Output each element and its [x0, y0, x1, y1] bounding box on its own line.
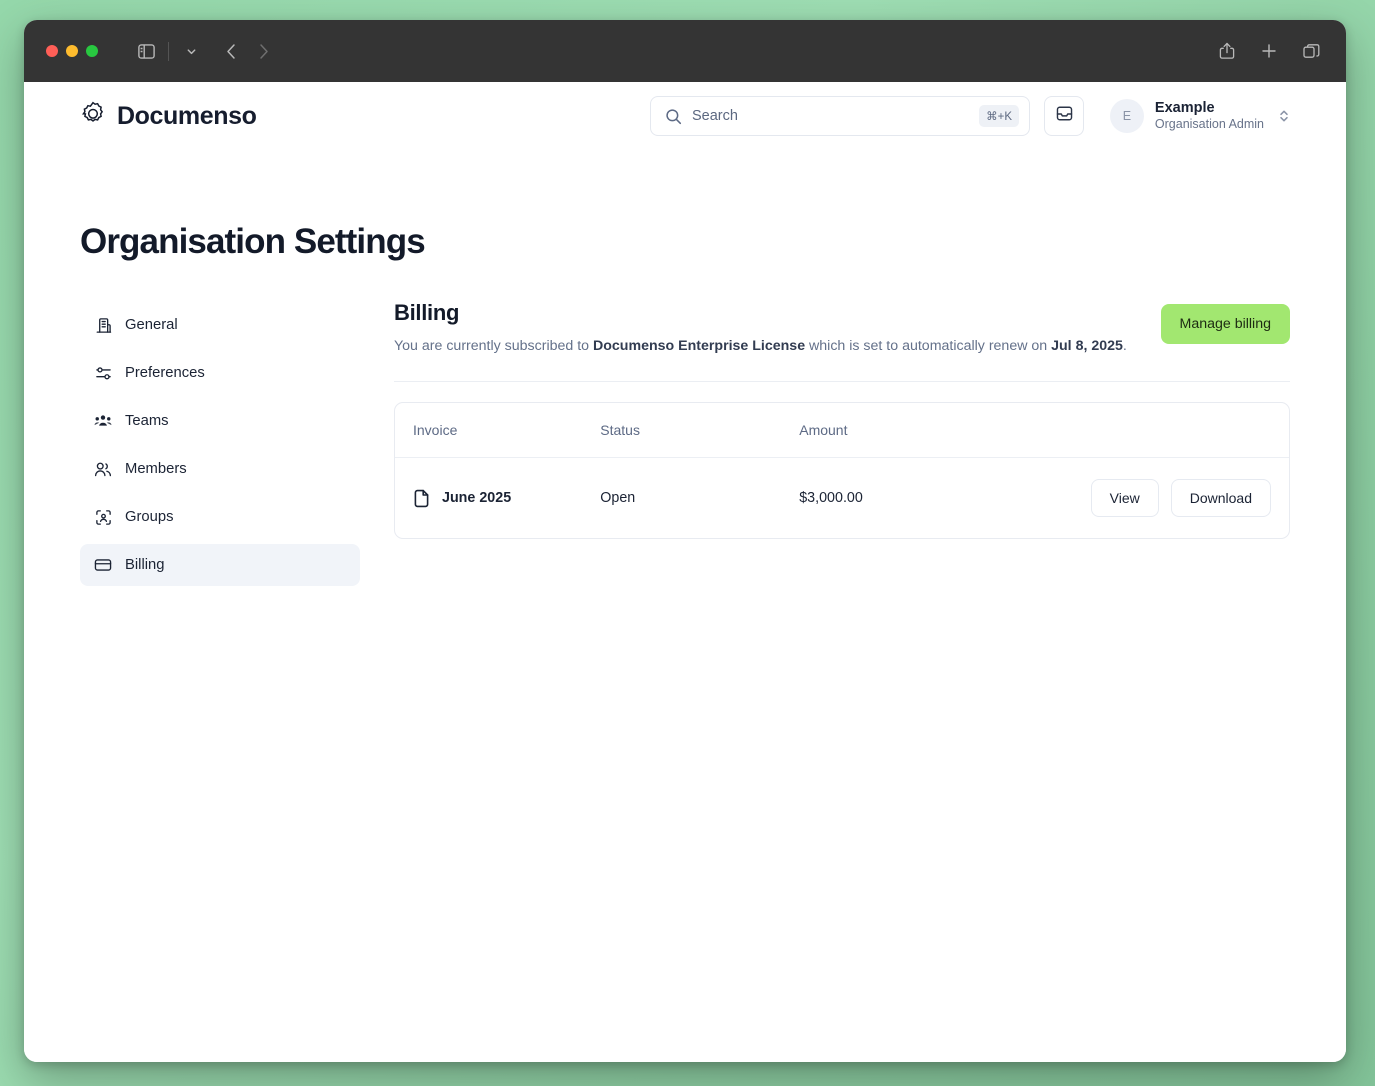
sidebar-item-label: Billing — [125, 557, 165, 573]
billing-panel: Billing You are currently subscribed to … — [394, 298, 1290, 540]
billing-desc-prefix: You are currently subscribed to — [394, 338, 593, 354]
window-controls — [46, 45, 98, 57]
users-group-icon — [94, 412, 112, 430]
sidebar-item-teams[interactable]: Teams — [80, 400, 360, 442]
scan-user-icon — [94, 509, 112, 526]
page-title: Organisation Settings — [80, 222, 426, 261]
cell-status: Open — [600, 490, 636, 507]
chevron-up-down-icon — [1278, 108, 1290, 124]
user-role: Organisation Admin — [1154, 117, 1264, 132]
forward-icon[interactable] — [248, 36, 278, 66]
maximize-window-button[interactable] — [86, 45, 98, 57]
titlebar-divider — [168, 41, 169, 61]
billing-renew-date: Jul 8, 2025 — [1051, 338, 1123, 354]
user-name: Example — [1154, 100, 1215, 117]
table-header-row: Invoice Status Amount — [395, 403, 1289, 459]
cell-amount: $3,000.00 — [799, 490, 863, 507]
sidebar-item-groups[interactable]: Groups — [80, 496, 360, 538]
document-icon — [413, 489, 430, 508]
sidebar-item-members[interactable]: Members — [80, 448, 360, 490]
avatar: E — [1109, 99, 1144, 133]
cell-actions: View Download — [1090, 458, 1289, 539]
sidebar-item-label: Members — [125, 461, 187, 477]
credit-card-icon — [94, 556, 112, 574]
invoices-table: Invoice Status Amount — [395, 403, 1289, 538]
brand-name: Documenso — [117, 101, 257, 130]
manage-billing-button[interactable]: Manage billing — [1160, 304, 1290, 344]
invoices-table-body: June 2025 Open $3,000.00 View Download — [395, 458, 1289, 539]
header-center: Search ⌘+K — [650, 96, 1084, 136]
sidebar-item-label: Groups — [125, 509, 174, 525]
sidebar-item-preferences[interactable]: Preferences — [80, 352, 360, 394]
section-divider — [394, 381, 1290, 383]
users-icon — [94, 461, 112, 478]
invoices-table-card: Invoice Status Amount — [394, 402, 1290, 540]
browser-window: Documenso Search ⌘+K — [24, 20, 1346, 1062]
billing-description: You are currently subscribed to Documens… — [394, 336, 1127, 357]
user-menu[interactable]: E Example Organisation Admin — [1109, 99, 1290, 133]
search-input[interactable]: Search ⌘+K — [650, 96, 1030, 136]
sidebar-item-label: Preferences — [125, 365, 205, 381]
sidebar-item-billing[interactable]: Billing — [80, 544, 360, 586]
section-title: Billing — [394, 300, 460, 325]
invoice-name: June 2025 — [442, 490, 512, 507]
building-icon — [94, 317, 112, 334]
minimize-window-button[interactable] — [66, 45, 78, 57]
new-tab-icon[interactable] — [1254, 36, 1284, 66]
view-invoice-button[interactable]: View — [1090, 479, 1159, 518]
sidebar-item-label: General — [125, 317, 178, 333]
inbox-button[interactable] — [1044, 96, 1084, 136]
invoices-table-head: Invoice Status Amount — [395, 403, 1289, 459]
billing-plan-name: Documenso Enterprise License — [593, 338, 806, 354]
column-header-status: Status — [600, 403, 800, 459]
sidebar-toggle-icon[interactable] — [131, 36, 161, 66]
app-root: Documenso Search ⌘+K — [24, 82, 1346, 1062]
search-shortcut-badge: ⌘+K — [979, 105, 1019, 127]
column-header-invoice: Invoice — [395, 403, 601, 459]
brand-logo[interactable]: Documenso — [80, 101, 257, 132]
back-icon[interactable] — [216, 36, 246, 66]
sidebar-item-label: Teams — [125, 413, 169, 429]
table-row: June 2025 Open $3,000.00 View Download — [395, 458, 1289, 539]
search-placeholder: Search — [692, 108, 738, 124]
settings-layout: General — [80, 298, 1290, 592]
share-icon[interactable] — [1212, 36, 1242, 66]
download-invoice-button[interactable]: Download — [1170, 479, 1271, 518]
page-body: Organisation Settings — [24, 222, 1346, 592]
settings-sidebar: General — [80, 298, 360, 592]
column-header-actions — [1090, 403, 1289, 459]
documenso-logo-icon — [80, 101, 106, 132]
billing-header: Billing You are currently subscribed to … — [394, 300, 1290, 357]
chevron-down-icon[interactable] — [176, 36, 206, 66]
billing-summary: Billing You are currently subscribed to … — [394, 300, 1127, 357]
close-window-button[interactable] — [46, 45, 58, 57]
browser-titlebar — [24, 20, 1346, 82]
billing-desc-middle: which is set to automatically renew on — [805, 338, 1052, 354]
inbox-icon — [1055, 104, 1074, 128]
cell-invoice: June 2025 — [395, 458, 600, 539]
sliders-icon — [94, 365, 112, 382]
tabs-overview-icon[interactable] — [1296, 36, 1326, 66]
column-header-amount: Amount — [799, 403, 1091, 459]
user-info: Example Organisation Admin — [1155, 99, 1264, 133]
search-icon — [665, 108, 682, 125]
sidebar-item-general[interactable]: General — [80, 304, 360, 346]
billing-desc-suffix: . — [1122, 338, 1127, 354]
app-header: Documenso Search ⌘+K — [24, 82, 1346, 150]
